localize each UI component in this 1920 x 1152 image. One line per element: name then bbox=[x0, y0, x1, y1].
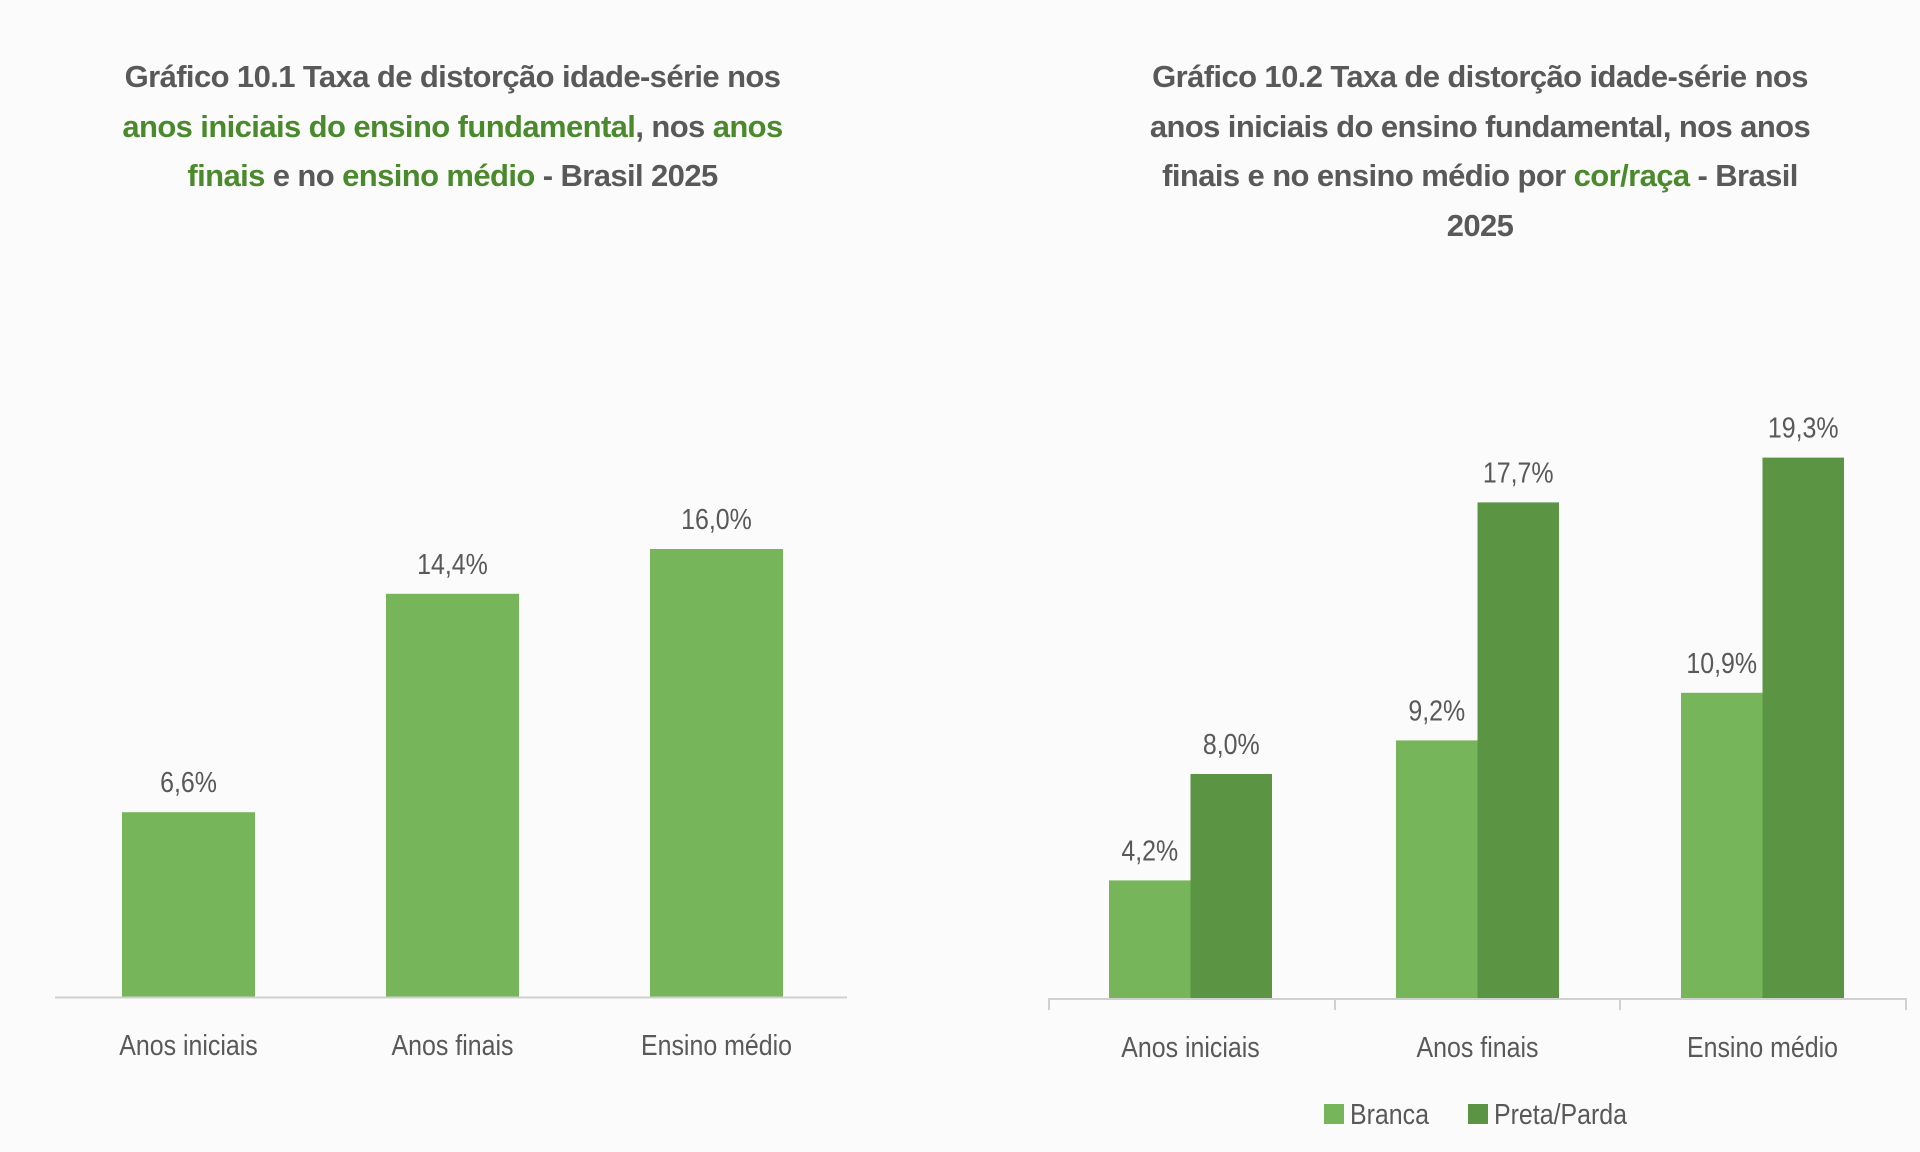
title-segment: anos iniciais do ensino fundamental, nos… bbox=[1149, 108, 1811, 144]
data-label: 19,3% bbox=[1768, 412, 1839, 444]
title-segment: Gráfico 10.1 Taxa de distorção idade-sér… bbox=[124, 59, 781, 94]
data-label: 16,0% bbox=[681, 503, 752, 535]
title-line: finais e no ensino médio - Brasil 2025 bbox=[30, 151, 875, 201]
title-segment: , nos bbox=[635, 108, 713, 144]
title-segment: Gráfico 10.2 Taxa de distorção idade-sér… bbox=[1152, 59, 1808, 94]
title-segment: anos iniciais do ensino fundamental bbox=[122, 108, 636, 144]
chart2-title: Gráfico 10.2 Taxa de distorção idade-sér… bbox=[1050, 52, 1910, 250]
bar-Branca-2 bbox=[1396, 740, 1478, 998]
title-line: anos iniciais do ensino fundamental, nos… bbox=[1050, 102, 1910, 152]
bar-Branca-3 bbox=[1681, 692, 1763, 998]
bar-Preta/Parda-3 bbox=[1762, 457, 1844, 999]
legend-label: Preta/Parda bbox=[1494, 1098, 1628, 1130]
title-segment: e no bbox=[264, 158, 343, 193]
title-segment: - Brasil 2025 bbox=[534, 158, 718, 193]
data-label: 10,9% bbox=[1686, 647, 1757, 679]
title-segment: ensino médio bbox=[342, 158, 535, 193]
title-line: finais e no ensino médio por cor/raça - … bbox=[1050, 151, 1910, 201]
data-label: 6,6% bbox=[160, 766, 217, 798]
title-segment: finais e no ensino médio por bbox=[1162, 158, 1574, 193]
bar-3 bbox=[650, 549, 783, 997]
title-segment: - Brasil bbox=[1689, 158, 1799, 193]
data-label: 8,0% bbox=[1203, 728, 1260, 760]
legend-swatch-Branca bbox=[1324, 1104, 1344, 1124]
data-label: 9,2% bbox=[1408, 695, 1465, 727]
x-tick-label: Anos iniciais bbox=[1121, 1031, 1260, 1063]
data-label: 14,4% bbox=[417, 548, 488, 580]
title-segment: finais bbox=[187, 158, 265, 193]
title-segment: 2025 bbox=[1446, 207, 1514, 243]
x-tick-label: Ensino médio bbox=[641, 1029, 792, 1061]
title-segment: cor/raça bbox=[1573, 158, 1690, 193]
title-segment: anos bbox=[712, 108, 784, 144]
title-line: 2025 bbox=[1050, 201, 1910, 251]
legend-label: Branca bbox=[1350, 1098, 1430, 1130]
bar-1 bbox=[122, 812, 255, 997]
title-line: Gráfico 10.1 Taxa de distorção idade-sér… bbox=[30, 52, 875, 102]
title-line: anos iniciais do ensino fundamental, nos… bbox=[30, 102, 875, 152]
title-line: Gráfico 10.2 Taxa de distorção idade-sér… bbox=[1050, 52, 1910, 102]
x-tick-label: Anos finais bbox=[1417, 1031, 1539, 1063]
data-label: 17,7% bbox=[1483, 457, 1554, 489]
x-tick-label: Anos iniciais bbox=[119, 1029, 258, 1061]
bar-Preta/Parda-1 bbox=[1190, 774, 1272, 998]
legend-swatch-Preta/Parda bbox=[1468, 1104, 1488, 1124]
x-tick-label: Ensino médio bbox=[1687, 1031, 1838, 1063]
bar-Branca-1 bbox=[1109, 880, 1191, 998]
bar-Preta/Parda-2 bbox=[1477, 502, 1559, 998]
data-label: 4,2% bbox=[1121, 835, 1178, 867]
chart1-title: Gráfico 10.1 Taxa de distorção idade-sér… bbox=[30, 52, 875, 201]
bar-2 bbox=[386, 593, 519, 997]
x-tick-label: Anos finais bbox=[392, 1029, 514, 1061]
